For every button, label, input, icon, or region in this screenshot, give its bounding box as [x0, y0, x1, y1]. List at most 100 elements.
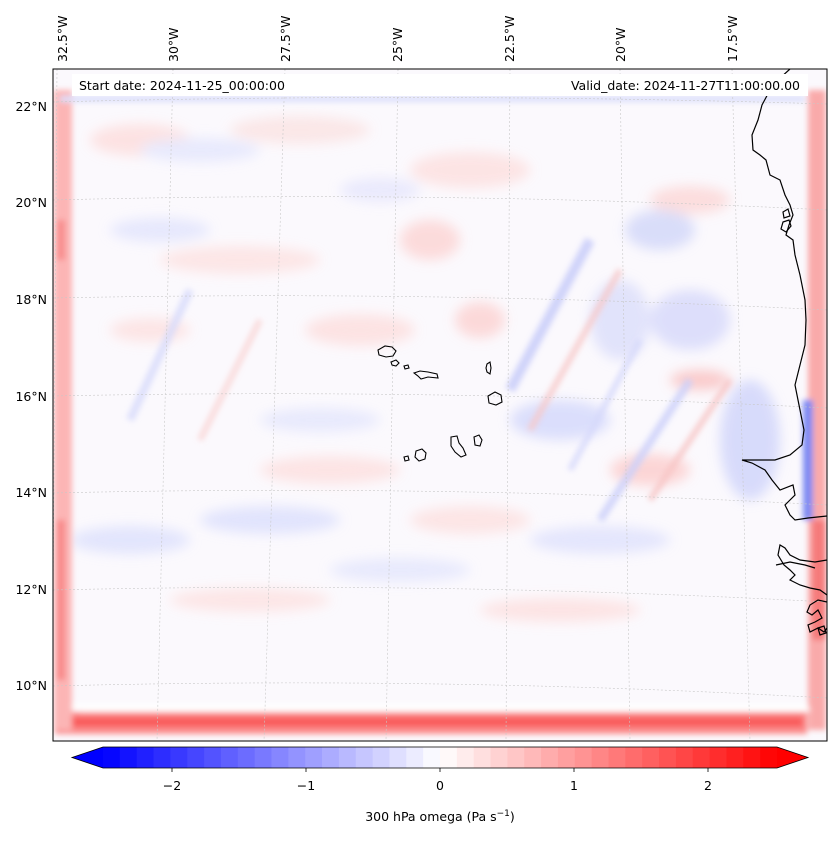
lat-label: 14°N: [15, 485, 47, 500]
colorbar-segment: [305, 747, 323, 768]
colorbar-segment: [288, 747, 306, 768]
colorbar-label: 300 hPa omega (Pa s−1): [365, 809, 515, 824]
island-maio: [473, 434, 483, 447]
colorbar-segment: [103, 747, 121, 768]
colorbar-segment: [743, 747, 761, 768]
colorbar-ticks: −2 −1 0 1 2: [163, 768, 712, 793]
colorbar-extend-max: [777, 747, 808, 768]
meridian-32-5w: [53, 69, 58, 647]
colorbar-segment: [170, 747, 188, 768]
colorbar-segment: [119, 747, 138, 768]
lat-label: 22°N: [15, 99, 47, 114]
meridian-25w: [385, 69, 399, 741]
lon-label: 20°W: [613, 27, 628, 62]
lat-label: 20°N: [15, 195, 47, 210]
gridlines: [53, 69, 827, 741]
colorbar-segment: [675, 747, 694, 768]
colorbar-segment: [406, 747, 424, 768]
colorbar-segment: [541, 747, 559, 768]
meridian-17-5w: [731, 69, 751, 741]
coast-islet-2: [782, 208, 791, 219]
colorbar-segment: [322, 747, 340, 768]
lat-label: 16°N: [15, 389, 47, 404]
colorbar-segment: [237, 747, 256, 768]
island-boa-vista: [487, 391, 503, 406]
lon-label: 32.5°W: [55, 16, 70, 62]
lat-label: 12°N: [15, 582, 47, 597]
island-sao-vicente: [390, 359, 400, 367]
colorbar-segment: [692, 747, 711, 768]
colorbar-segment: [642, 747, 660, 768]
lon-label: 22.5°W: [502, 16, 517, 62]
meridian-22-5w: [505, 69, 511, 741]
colorbar-segment: [659, 747, 677, 768]
meridian-30w: [156, 69, 174, 741]
colorbar-label-close: ): [510, 809, 515, 824]
colorbar-extend-min: [72, 747, 103, 768]
lat-label: 18°N: [15, 292, 47, 307]
colorbar-tick-label: 1: [570, 778, 578, 793]
gambia-inlet: [775, 561, 816, 569]
cape-verde-islands: [377, 345, 503, 462]
valid-date-label: Valid_date: 2024-11-27T11:00:00.00: [571, 78, 800, 93]
coast-islet-3: [817, 625, 827, 636]
colorbar-segment: [591, 747, 609, 768]
colorbar-outline: [70, 746, 810, 769]
island-brava: [403, 455, 410, 462]
start-date-label: Start date: 2024-11-25_00:00:00: [79, 78, 285, 93]
colorbar-segment: [557, 747, 576, 768]
colorbar-segment: [524, 747, 542, 768]
colorbar-segment: [473, 747, 492, 768]
colorbar-segment: [355, 747, 374, 768]
colorbar-segment: [204, 747, 222, 768]
colorbar-segment: [490, 747, 508, 768]
lon-label: 17.5°W: [725, 16, 740, 62]
colorbar-segment: [726, 747, 744, 768]
meridian-27-5w: [263, 69, 286, 741]
colorbar-segment: [153, 747, 171, 768]
colorbar-segment: [440, 747, 458, 768]
island-fogo: [414, 448, 427, 462]
colorbar-segment: [389, 747, 407, 768]
colorbar-tick-label: 2: [704, 778, 712, 793]
african-coast: [741, 69, 827, 521]
colorbar-segment: [423, 747, 441, 768]
coastlines: [741, 69, 827, 636]
colorbar-segment: [760, 747, 778, 768]
colorbar-segment: [220, 747, 239, 768]
colorbar-segment: [709, 747, 727, 768]
colorbar-tick-label: −2: [163, 778, 181, 793]
island-santo-antao: [377, 345, 397, 358]
colorbar-segment: [625, 747, 643, 768]
colorbar-label-text: 300 hPa omega (Pa s: [365, 809, 496, 824]
island-santa-luzia: [403, 364, 410, 370]
colorbar-segment: [338, 747, 357, 768]
meridian-20w: [619, 69, 631, 741]
colorbar-segment: [271, 747, 289, 768]
omega-field: [53, 69, 827, 741]
island-sao-nicolau: [412, 370, 439, 380]
island-santiago: [450, 435, 467, 458]
lon-label: 30°W: [166, 27, 181, 62]
colorbar-segment: [372, 747, 390, 768]
longitude-labels: 32.5°W 30°W 27.5°W 25°W 22.5°W 20°W 17.5…: [55, 16, 740, 62]
colorbar-segment: [608, 747, 626, 768]
colorbar-segment: [187, 747, 205, 768]
lon-label: 27.5°W: [278, 16, 293, 62]
coast-islet-1: [780, 219, 792, 233]
colorbar: [70, 746, 810, 769]
colorbar-segment: [507, 747, 525, 768]
colorbar-segment: [136, 747, 155, 768]
island-sal: [485, 361, 492, 375]
colorbar-segment: [456, 747, 475, 768]
colorbar-label-unit-exponent: −1: [497, 809, 510, 819]
lon-label: 25°W: [390, 27, 405, 62]
senegal-coast: [777, 544, 827, 596]
map-frame: [52, 68, 828, 742]
latitude-labels: 22°N 20°N 18°N 16°N 14°N 12°N 10°N: [15, 99, 47, 693]
lat-label: 10°N: [15, 678, 47, 693]
colorbar-segment: [254, 747, 272, 768]
colorbar-tick-label: 0: [436, 778, 444, 793]
